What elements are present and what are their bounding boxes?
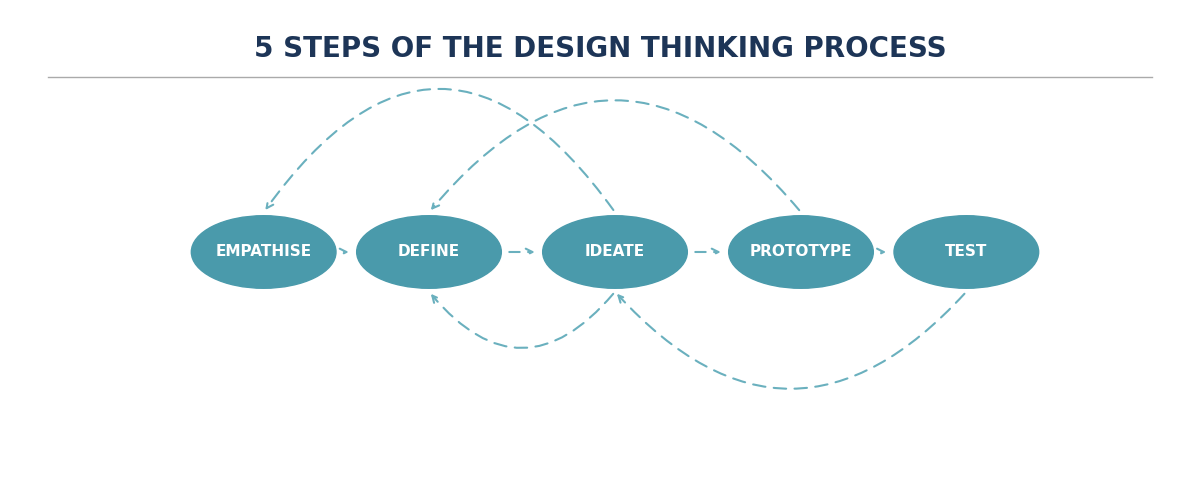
Ellipse shape [728, 216, 874, 288]
Ellipse shape [191, 216, 336, 288]
Text: 5 STEPS OF THE DESIGN THINKING PROCESS: 5 STEPS OF THE DESIGN THINKING PROCESS [253, 35, 947, 63]
Text: TEST: TEST [946, 245, 988, 259]
Text: PROTOTYPE: PROTOTYPE [750, 245, 852, 259]
Text: IDEATE: IDEATE [584, 245, 646, 259]
Ellipse shape [356, 216, 502, 288]
Text: DEFINE: DEFINE [398, 245, 460, 259]
Ellipse shape [894, 216, 1039, 288]
Text: EMPATHISE: EMPATHISE [216, 245, 312, 259]
Ellipse shape [542, 216, 688, 288]
